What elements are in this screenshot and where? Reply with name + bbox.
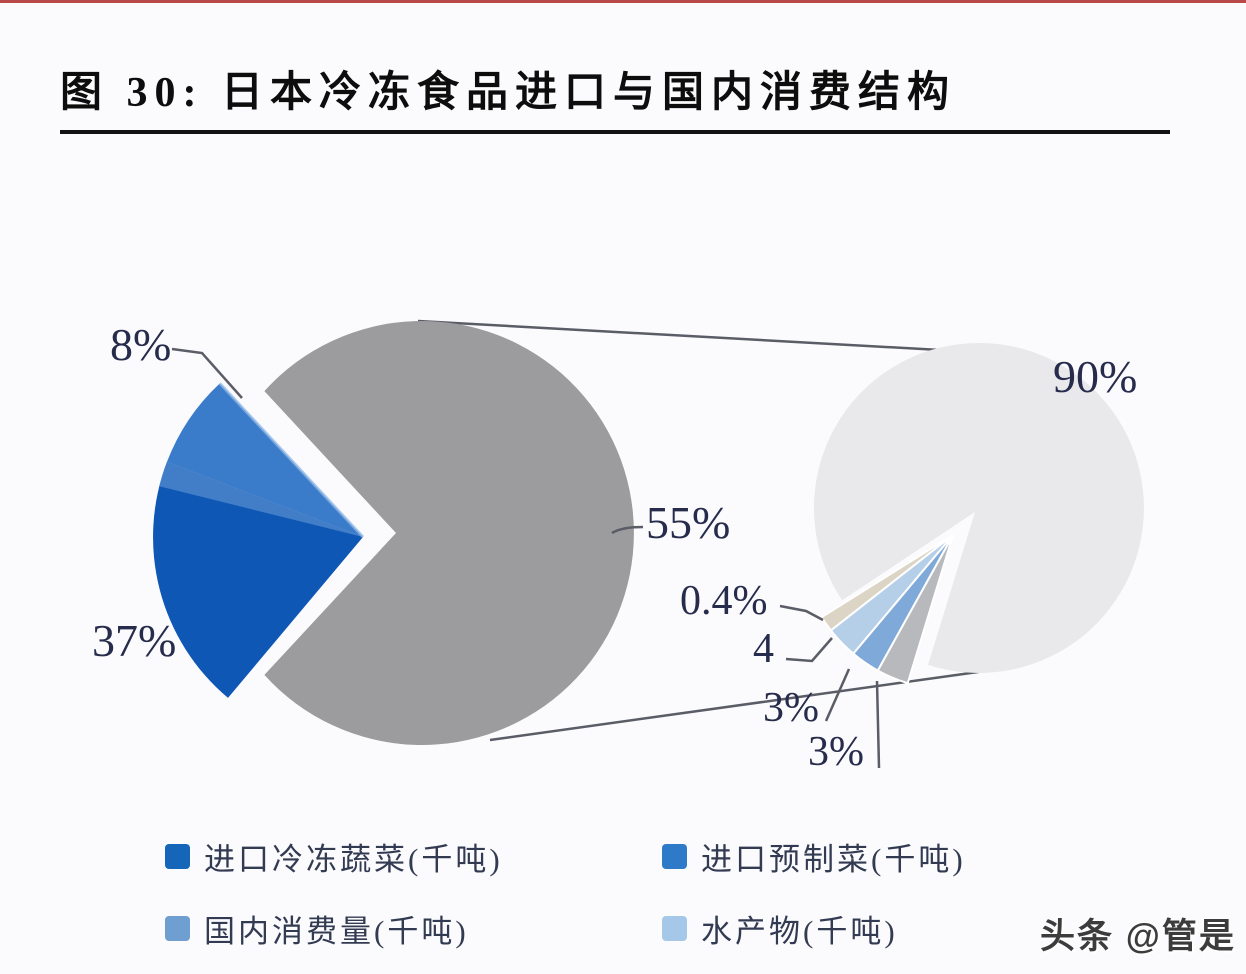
legend-item-aquatic-products: 水产物(千吨) (662, 906, 898, 951)
legend-label-imported-frozen-vegetables: 进口冷冻蔬菜(千吨) (204, 842, 503, 877)
legend-item-imported-frozen-vegetables: 进口冷冻蔬菜(千吨) (165, 834, 503, 879)
main-pie-slice-55 (264, 321, 634, 746)
watermark: 头条 @管是 (1040, 917, 1236, 956)
main-pie-sheen (159, 461, 363, 537)
slice-label-90pct: 90% (1053, 351, 1138, 402)
slice-label-0_4pct: 0.4% (680, 578, 768, 624)
leader-0_4pct (779, 604, 824, 622)
sub-pie-slice-3b (876, 534, 954, 685)
main-pie-slice-8 (167, 383, 363, 537)
legend-swatch-imported-frozen-vegetables (165, 844, 190, 869)
slice-label-4: 4 (753, 626, 774, 672)
legend-label-imported-prepared-dishes: 进口预制菜(千吨) (701, 842, 966, 877)
legend-label-aquatic-products: 水产物(千吨) (701, 914, 898, 949)
legend-swatch-aquatic-products (662, 916, 687, 941)
slice-label-37pct: 37% (92, 615, 177, 666)
connector-line-top (417, 319, 959, 353)
legend-swatch-domestic-consumption (165, 916, 190, 941)
legend-swatch-imported-prepared-dishes (662, 844, 687, 869)
title-underline (60, 130, 1170, 134)
figure-title: 图 30: 日本冷冻食品进口与国内消费结构 (60, 70, 956, 116)
leader-3pct-a (824, 668, 851, 722)
leader-55pct (611, 525, 644, 535)
slice-label-3pct-a: 3% (763, 685, 819, 731)
sub-pie-slice-90 (813, 342, 1144, 673)
leader-3pct-b (875, 680, 881, 769)
leader-4 (785, 637, 833, 663)
slice-label-55pct: 55% (646, 497, 731, 548)
slice-label-3pct-b: 3% (808, 729, 864, 775)
leader-8pct (171, 347, 243, 399)
page-top-border (0, 0, 1246, 3)
slice-label-8pct: 8% (110, 319, 172, 370)
legend-item-imported-prepared-dishes: 进口预制菜(千吨) (662, 834, 966, 879)
legend-item-domestic-consumption: 国内消费量(千吨) (165, 906, 469, 951)
legend-label-domestic-consumption: 国内消费量(千吨) (204, 914, 469, 949)
main-pie-edge-highlight-top (218, 382, 365, 539)
